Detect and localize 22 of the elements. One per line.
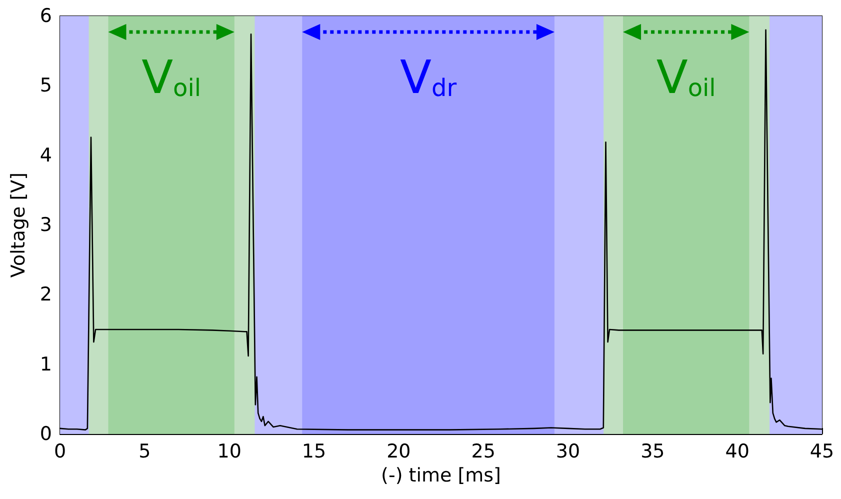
y-tick-label: 4 <box>40 144 52 166</box>
y-tick-label: 2 <box>40 284 52 306</box>
y-tick-label: 1 <box>40 353 52 376</box>
x-tick-label: 25 <box>471 440 496 462</box>
band-label: Vdr <box>400 50 457 104</box>
y-tick-label: 5 <box>40 74 52 97</box>
band-label: Voil <box>656 50 716 104</box>
x-tick-label: 5 <box>138 440 151 462</box>
x-tick-label: 20 <box>386 440 411 462</box>
band-label: Voil <box>142 50 202 104</box>
y-tick-label: 0 <box>40 423 52 445</box>
x-tick-label: 0 <box>54 440 66 462</box>
y-axis-title: Voltage [V] <box>8 172 30 278</box>
y-tick-label: 6 <box>40 5 52 27</box>
x-tick-label: 35 <box>640 440 665 462</box>
x-tick-label: 45 <box>810 440 834 462</box>
x-tick-label: 30 <box>556 440 580 462</box>
y-tick-label: 3 <box>40 214 52 236</box>
x-tick-label: 40 <box>725 440 750 462</box>
x-tick-label: 15 <box>302 440 326 462</box>
x-tick-label: 10 <box>217 440 242 462</box>
x-axis-title: (-) time [ms] <box>381 464 501 486</box>
